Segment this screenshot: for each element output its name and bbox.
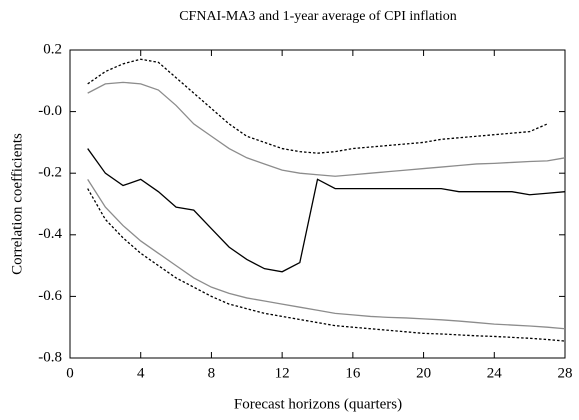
y-tick-label: -0.4 [38, 226, 62, 242]
y-axis-label: Correlation coefficients [9, 133, 25, 275]
y-tick-label: -0.8 [38, 349, 62, 365]
series-line [87, 188, 566, 342]
y-tick-label: -0.2 [38, 165, 62, 181]
chart-title: CFNAI-MA3 and 1-year average of CPI infl… [179, 9, 457, 24]
series-line [87, 81, 566, 177]
x-tick-label: 24 [487, 365, 503, 381]
series-line [87, 58, 548, 154]
y-tick-label: -0.0 [38, 103, 62, 119]
x-tick-label: 12 [275, 365, 290, 381]
y-tick-label: -0.6 [38, 288, 62, 304]
y-tick-label: 0.2 [43, 41, 62, 57]
series-line [87, 148, 566, 273]
x-tick-label: 0 [66, 365, 74, 381]
x-axis-label: Forecast horizons (quarters) [234, 396, 402, 412]
plot-frame [69, 49, 566, 359]
x-tick-label: 28 [558, 365, 573, 381]
x-tick-label: 20 [416, 365, 431, 381]
x-tick-label: 4 [137, 365, 145, 381]
x-tick-label: 16 [345, 365, 361, 381]
x-tick-label: 8 [208, 365, 216, 381]
series-line [87, 179, 566, 330]
